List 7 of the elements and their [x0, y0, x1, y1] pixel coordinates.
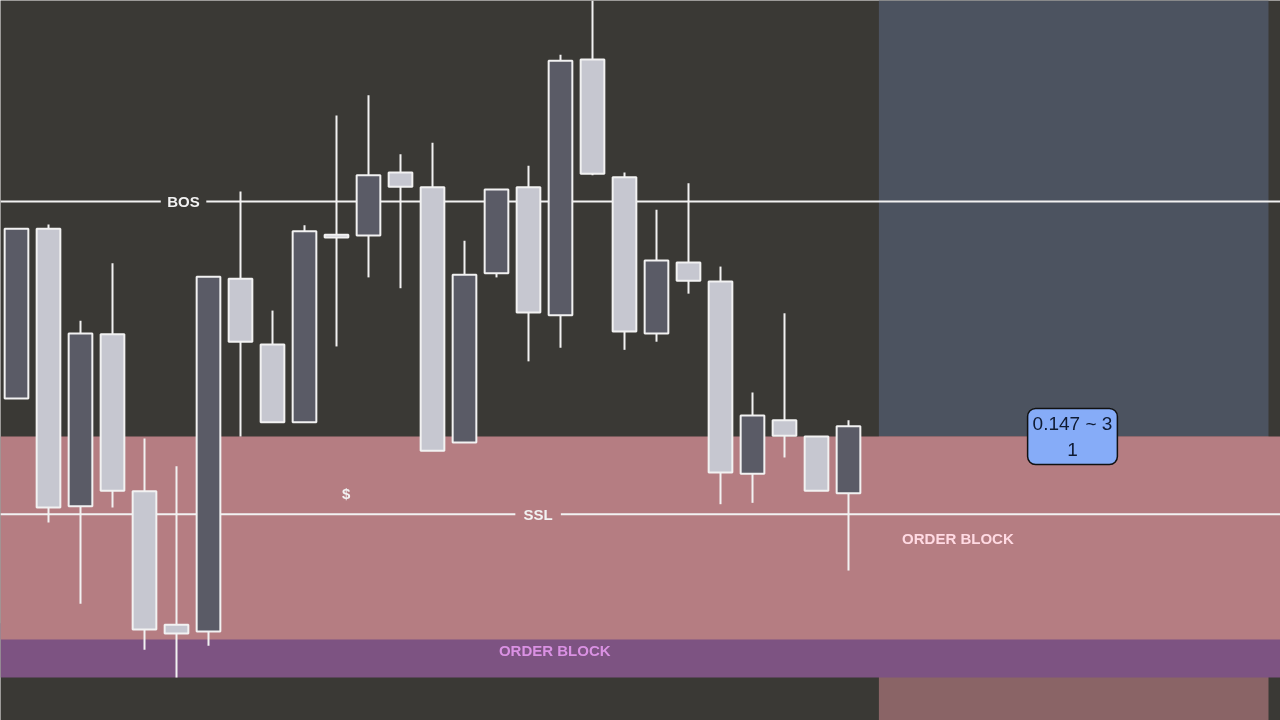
band-label: ORDER BLOCK — [498, 641, 611, 659]
candlestick — [771, 312, 798, 459]
ref-line-label: BOS — [167, 193, 200, 211]
band-label: ORDER BLOCK — [902, 529, 1014, 547]
annotation: $ — [341, 485, 351, 503]
ref-line-label: SSL — [523, 505, 553, 523]
annotation: 0.147 ~ 3 1 — [1032, 413, 1113, 460]
